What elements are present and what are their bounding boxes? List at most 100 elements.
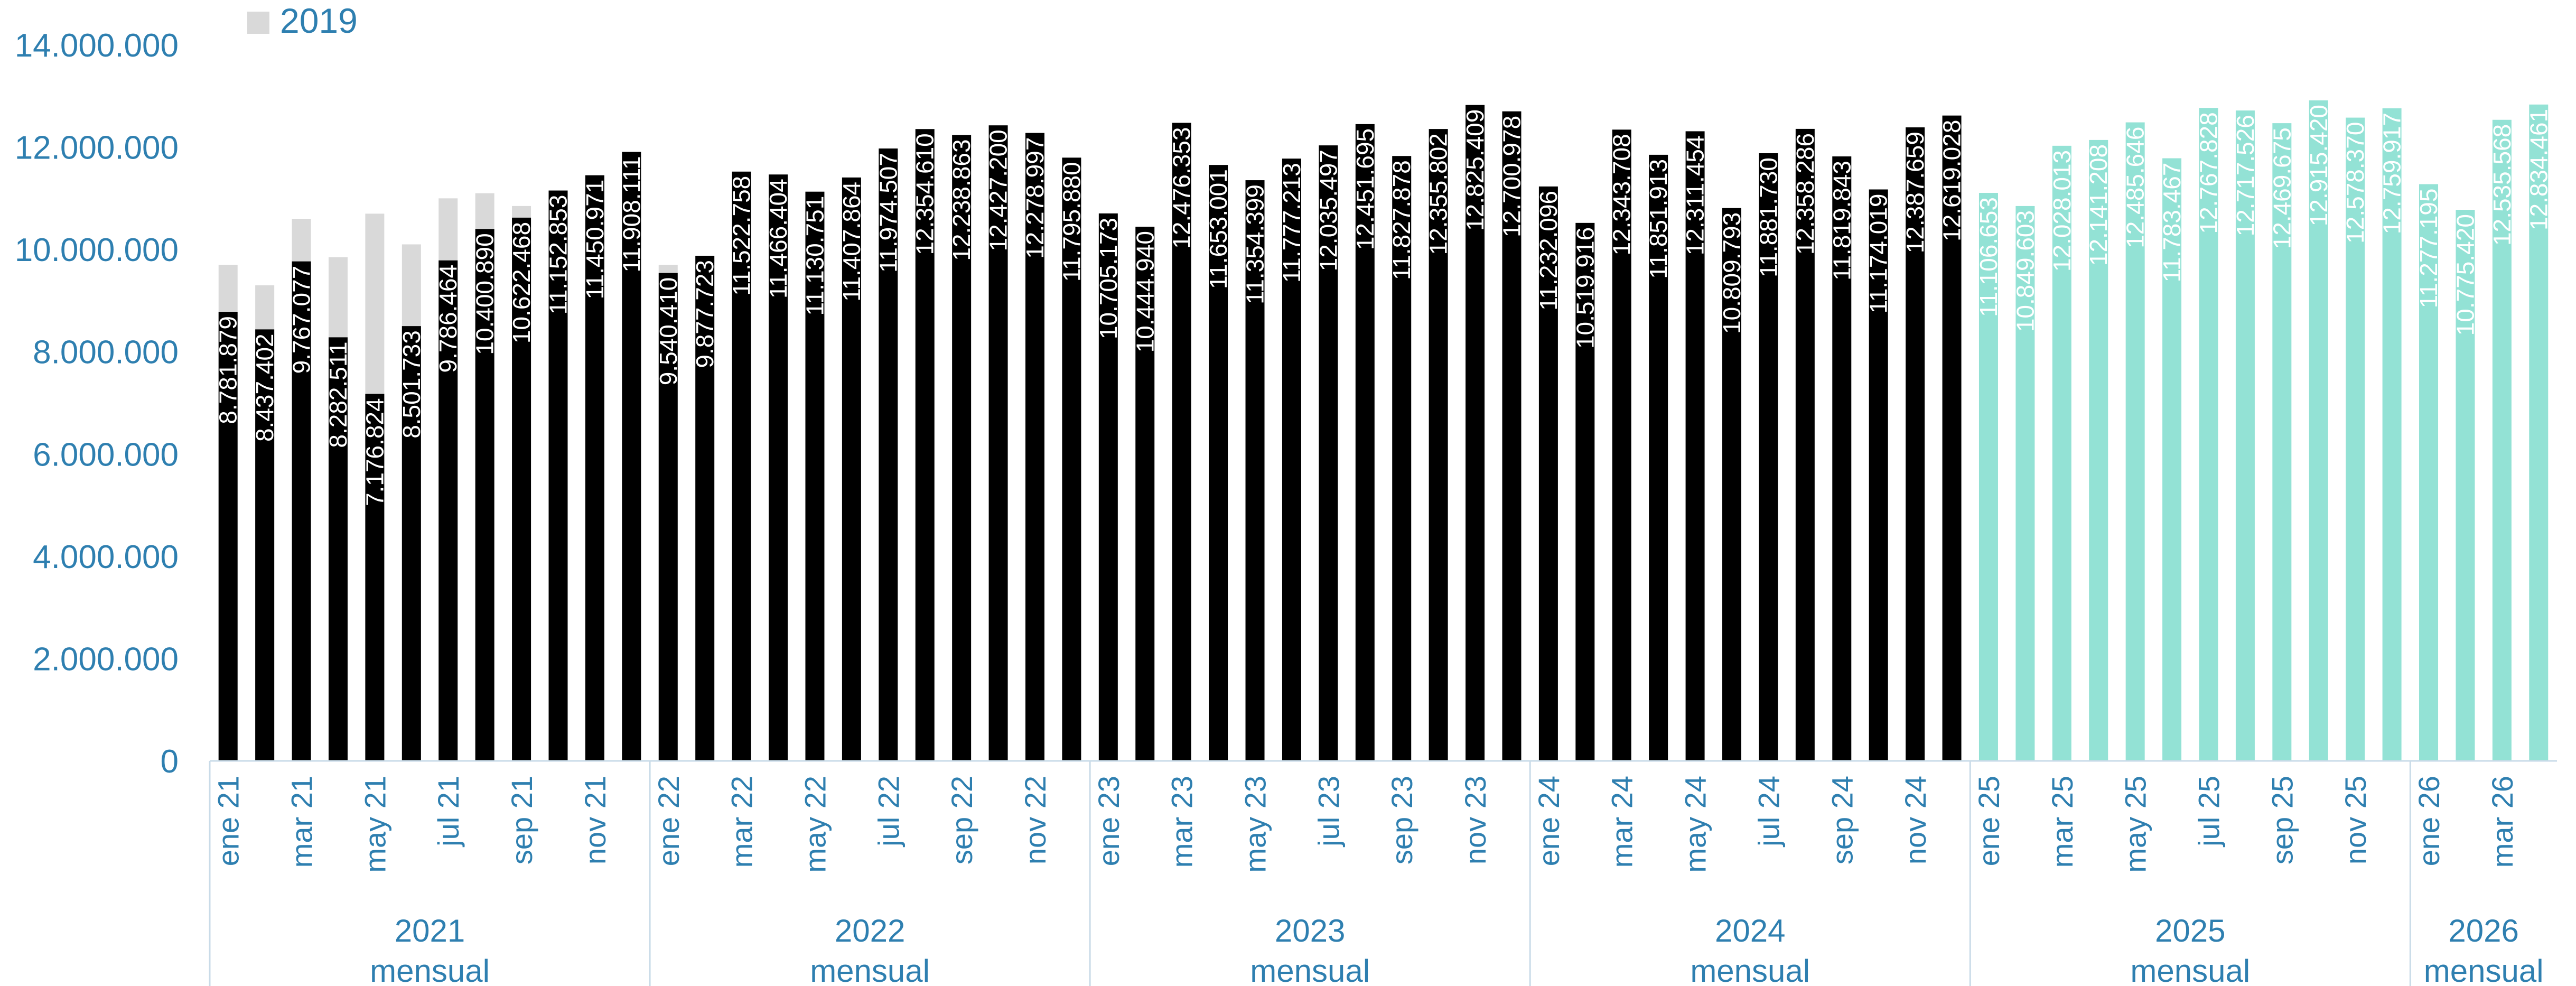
bar-actual (1502, 111, 1522, 761)
bar-data-label: 11.174.019 (1865, 194, 1892, 314)
bar-data-label: 8.781.879 (214, 316, 242, 424)
bar-actual (1942, 115, 1962, 761)
bar-data-label: 9.767.077 (288, 266, 315, 374)
bar-actual (1795, 128, 1815, 761)
bar-data-label: 11.777.213 (1278, 163, 1305, 283)
legend: 2019 (247, 1, 358, 40)
bar-forecast (2382, 108, 2402, 761)
bar-data-label: 10.444.940 (1131, 231, 1159, 352)
x-tick-label: mar 24 (1606, 776, 1639, 868)
bar-data-label: 12.717.526 (2232, 115, 2259, 236)
bar-actual (732, 171, 751, 761)
bar-forecast (2162, 158, 2182, 761)
bar-actual (988, 125, 1008, 761)
bar-forecast (2235, 110, 2255, 761)
bar-actual (1575, 222, 1595, 761)
legend-2019-label: 2019 (280, 1, 358, 40)
x-tick-label: mar 26 (2486, 776, 2519, 868)
bar-data-label: 11.466.404 (764, 179, 792, 299)
x-axis: ene 21 mar 21 may 21 jul 21 sep 21 nov 21 ene … (209, 760, 2557, 986)
bar-data-label: 8.282.511 (324, 341, 352, 448)
bar-data-label: 12.915.420 (2305, 105, 2332, 226)
bar-data-label: 12.578.370 (2341, 122, 2369, 244)
bar-forecast (2272, 123, 2292, 761)
bar-data-label: 12.834.461 (2525, 109, 2552, 230)
x-tick-label: nov 22 (1019, 776, 1052, 864)
y-tick-label: 10.000.000 (15, 232, 179, 268)
bar-actual (512, 217, 531, 761)
bar-data-label: 11.783.467 (2158, 163, 2186, 283)
x-tick-label: sep 24 (1825, 776, 1859, 864)
bar-data-label: 12.427.200 (985, 129, 1012, 251)
bar-forecast (2419, 184, 2439, 761)
bar-data-label: 11.130.751 (801, 196, 828, 316)
bar-actual (475, 229, 494, 761)
bar-data-label: 11.277.195 (2415, 189, 2442, 309)
bar-forecast (1978, 193, 1998, 761)
x-tick-label: jul 25 (2192, 776, 2225, 848)
year-label: 2024 (1715, 913, 1785, 948)
period-label: mensual (370, 953, 490, 986)
year-label: 2026 (2448, 913, 2518, 948)
bar-data-label: 12.028.013 (2048, 150, 2076, 272)
x-tick-label: sep 25 (2265, 776, 2299, 864)
bar-data-label: 8.437.402 (251, 333, 278, 442)
x-tick-label: ene 23 (1092, 776, 1125, 866)
x-tick-label: jul 22 (872, 776, 905, 848)
bar-data-label: 12.311.454 (1682, 135, 1709, 255)
bar-data-label: 12.355.802 (1425, 133, 1452, 255)
bar-data-label: 12.141.208 (2085, 144, 2112, 266)
bar-data-label: 12.469.675 (2268, 127, 2295, 249)
x-tick-label: mar 25 (2046, 776, 2079, 868)
bar-data-label: 11.974.507 (874, 153, 902, 273)
bar-data-label: 10.705.173 (1095, 218, 1122, 339)
bar-data-label: 12.358.286 (1791, 133, 1819, 255)
bar-actual (1538, 186, 1558, 761)
bar-data-label: 12.238.863 (948, 139, 975, 261)
y-tick-label: 0 (161, 743, 179, 780)
bar-actual (402, 326, 421, 761)
year-label: 2023 (1275, 913, 1345, 948)
bar-data-label: 12.485.646 (2122, 127, 2149, 248)
bar-actual (1062, 157, 1081, 761)
bar-actual (879, 148, 898, 761)
bar-actual (1282, 159, 1301, 761)
bar-actual (1649, 154, 1668, 761)
bar-data-label: 11.827.878 (1388, 160, 1415, 280)
year-label: 2025 (2155, 913, 2225, 948)
period-label: mensual (2424, 953, 2544, 986)
bar-data-label: 10.775.420 (2451, 214, 2479, 336)
bar-actual (328, 337, 348, 761)
bar-forecast (2346, 117, 2365, 761)
bar-actual (1759, 153, 1778, 761)
x-tick-label: mar 23 (1165, 776, 1199, 868)
bar-actual (548, 190, 568, 761)
bar-data-label: 12.343.708 (1608, 134, 1636, 255)
bar-actual (585, 175, 604, 761)
bar-actual (952, 135, 972, 761)
bar-actual (292, 261, 311, 761)
legend-2019-swatch (247, 12, 269, 34)
bar-actual (1869, 189, 1888, 761)
bar-actual (1685, 131, 1705, 761)
bar-actual (805, 191, 825, 761)
period-label: mensual (1250, 953, 1370, 986)
bar-actual (255, 329, 275, 761)
bar-data-label: 11.354.399 (1242, 184, 1269, 304)
bar-data-label: 11.407.864 (838, 182, 865, 302)
bar-forecast (2529, 104, 2549, 761)
bar-actual (1025, 133, 1044, 761)
bar-data-label: 11.851.913 (1645, 159, 1672, 279)
x-tick-label: ene 21 (212, 776, 245, 866)
value-bars: 8.781.879 8.437.402 9.767.077 8.282.511 7.17… (214, 100, 2552, 761)
bar-actual (438, 260, 458, 761)
bar-forecast (2089, 139, 2108, 761)
bar-actual (915, 129, 935, 761)
bar-data-label: 10.809.793 (1718, 212, 1746, 334)
bar-actual (695, 255, 715, 761)
x-tick-label: mar 21 (285, 776, 319, 868)
bar-forecast (2052, 145, 2071, 761)
bar-data-label: 11.653.001 (1205, 169, 1232, 289)
x-tick-label: may 22 (798, 776, 832, 873)
